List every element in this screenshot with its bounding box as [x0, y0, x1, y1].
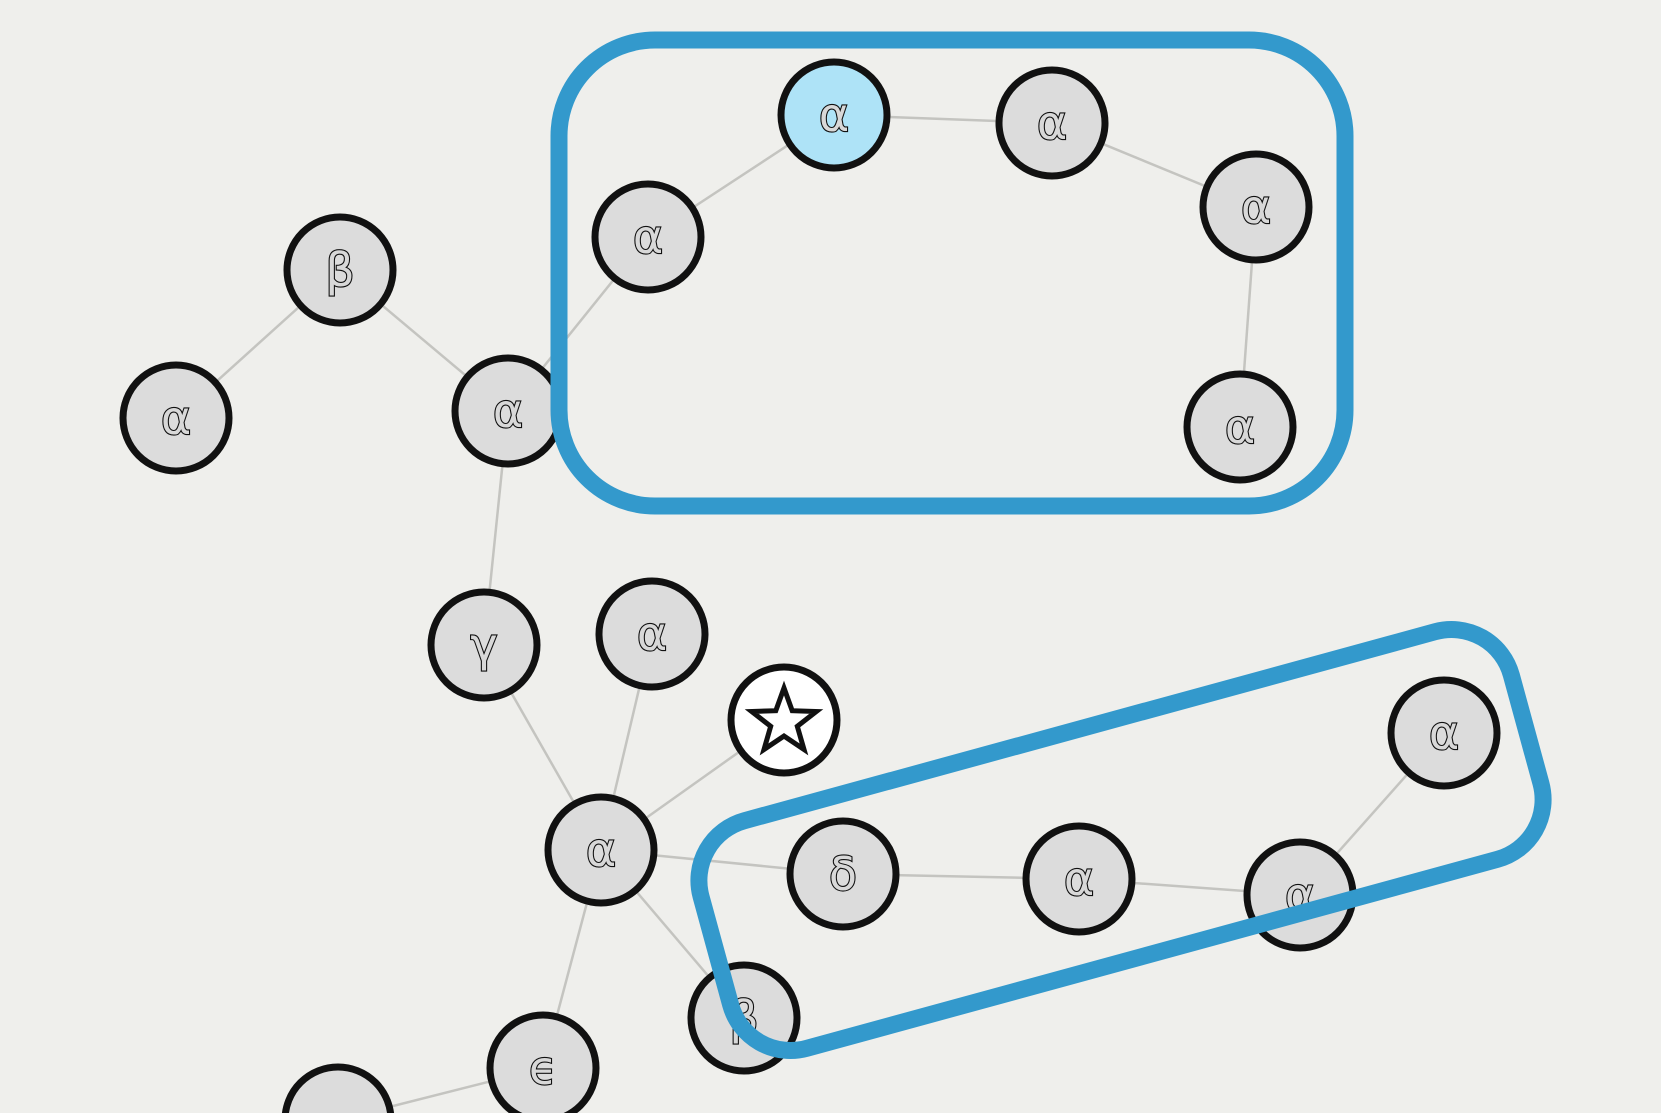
node-label: α [1037, 96, 1067, 150]
graph-node[interactable] [281, 1063, 395, 1113]
node-label: ϵ [529, 1041, 557, 1095]
node-circle [1183, 370, 1297, 484]
graph-node[interactable]: α [595, 577, 709, 691]
graph-node[interactable]: α [544, 793, 658, 907]
graph-node[interactable]: β [283, 213, 397, 327]
groups-layer [550, 31, 1558, 1064]
node-circle [595, 577, 709, 691]
graph-node[interactable]: α [451, 354, 565, 468]
node-label: δ [829, 847, 857, 901]
graph-node[interactable]: ϵ [486, 1011, 600, 1113]
node-label: β [325, 243, 354, 297]
graph-node[interactable]: α [995, 66, 1109, 180]
node-label: α [637, 607, 667, 661]
node-label: α [633, 210, 663, 264]
node-circle [1199, 150, 1313, 264]
graph-node-star[interactable] [727, 663, 841, 777]
node-circle [995, 66, 1109, 180]
node-circle [777, 58, 891, 172]
node-label: α [1241, 180, 1271, 234]
node-circle [283, 213, 397, 327]
node-circle [281, 1063, 395, 1113]
node-label: α [493, 384, 523, 438]
graph-node[interactable]: δ [786, 817, 900, 931]
node-label: α [586, 823, 616, 877]
graph-node[interactable]: α [119, 361, 233, 475]
node-label: α [1064, 852, 1094, 906]
graph-node[interactable]: γ [427, 588, 541, 702]
graph-node[interactable]: α [591, 180, 705, 294]
node-label: α [161, 391, 191, 445]
node-circle [1022, 822, 1136, 936]
star-icon [744, 680, 824, 756]
node-circle [427, 588, 541, 702]
graph-node[interactable]: α [1183, 370, 1297, 484]
graph-node[interactable]: α [1199, 150, 1313, 264]
graph-node[interactable]: α [1387, 676, 1501, 790]
node-circle [544, 793, 658, 907]
node-circle [119, 361, 233, 475]
graph-node[interactable]: α [1022, 822, 1136, 936]
group-box-bottom[interactable] [685, 615, 1558, 1064]
group-box-top[interactable] [550, 31, 1354, 515]
node-label: α [1429, 706, 1459, 760]
node-circle [1387, 676, 1501, 790]
node-circle [786, 817, 900, 931]
node-label: α [819, 88, 849, 142]
graph-node[interactable]: α [777, 58, 891, 172]
node-label: α [1225, 400, 1255, 454]
node-label: γ [470, 618, 497, 672]
node-circle [486, 1011, 600, 1113]
node-circle [591, 180, 705, 294]
